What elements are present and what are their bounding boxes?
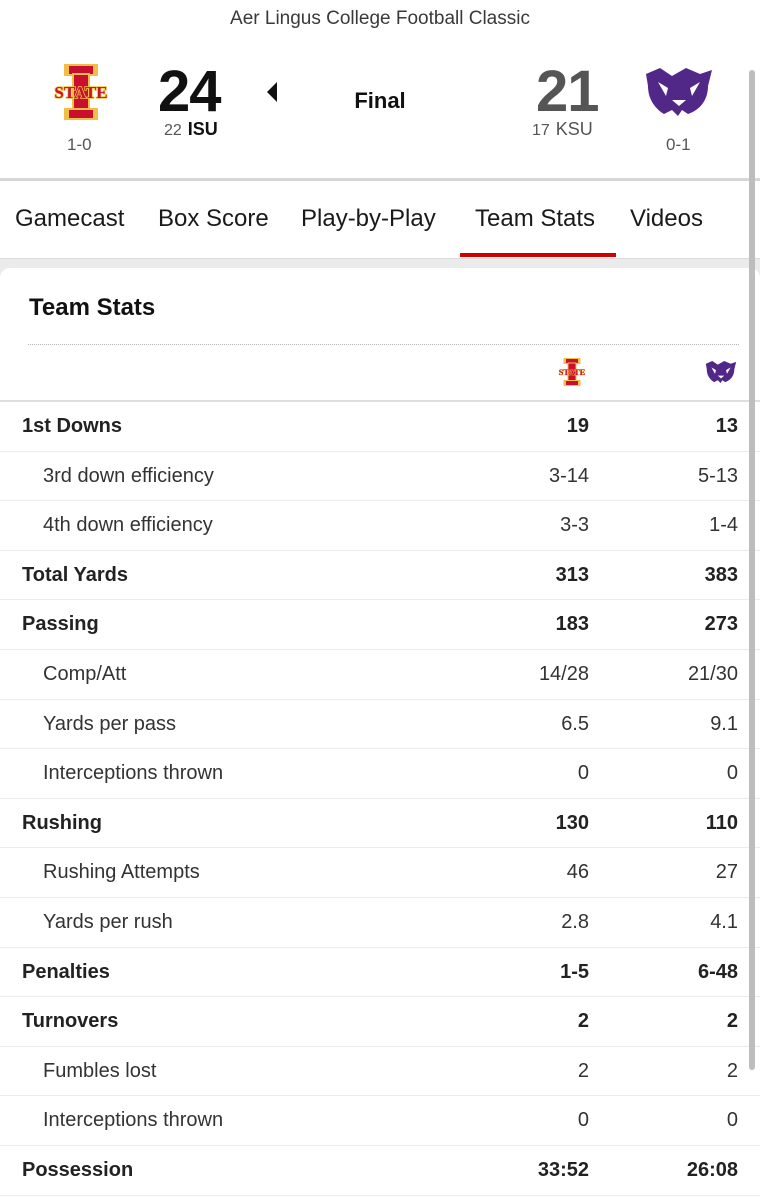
- stat-row: Interceptions thrown 0 0: [0, 749, 760, 799]
- tab-videos[interactable]: Videos: [630, 205, 703, 232]
- tab-play-by-play[interactable]: Play-by-Play: [301, 205, 436, 232]
- stat-row: Yards per rush 2.8 4.1: [0, 898, 760, 948]
- isu-stat-value: 3-3: [560, 514, 589, 537]
- isu-stat-value: 46: [566, 861, 589, 884]
- isu-stat-value: 19: [566, 415, 589, 437]
- isu-stat-value: 33:52: [537, 1158, 589, 1181]
- stat-label: Fumbles lost: [43, 1059, 157, 1082]
- stat-row: 4th down efficiency 3-3 1-4: [0, 501, 760, 551]
- stat-label: 3rd down efficiency: [43, 464, 214, 487]
- stat-label: Comp/Att: [43, 662, 127, 685]
- isu-column-logo-icon: STATE: [558, 358, 586, 386]
- ksu-stat-value: 2: [726, 1059, 738, 1082]
- game-title: Aer Lingus College Football Classic: [230, 8, 530, 29]
- ksu-stat-value: 27: [715, 861, 738, 884]
- stat-label: Rushing Attempts: [43, 861, 200, 884]
- section-title: Team Stats: [29, 294, 156, 321]
- isu-stat-value: 183: [555, 613, 589, 636]
- stat-row: Rushing Attempts 46 27: [0, 848, 760, 898]
- ksu-wildcat-logo-icon[interactable]: [642, 66, 716, 118]
- isu-rank: 22: [164, 122, 182, 139]
- svg-text:STATE: STATE: [559, 367, 586, 377]
- ksu-stat-value: 110: [705, 811, 738, 834]
- stat-row: Possession 33:52 26:08: [0, 1146, 760, 1196]
- stat-label: Possession: [22, 1158, 134, 1181]
- isu-logo-icon[interactable]: STATE: [44, 64, 118, 120]
- ksu-stat-value: 383: [704, 563, 738, 586]
- tab-bar: Gamecast Box Score Play-by-Play Team Sta…: [0, 181, 760, 259]
- stat-label: Passing: [22, 613, 99, 636]
- stat-row: Total Yards 313 383: [0, 551, 760, 601]
- tab-team-stats[interactable]: Team Stats: [475, 205, 596, 232]
- svg-text:STATE: STATE: [54, 83, 107, 102]
- isu-stat-value: 1-5: [560, 960, 589, 983]
- isu-score: 24: [158, 59, 222, 124]
- tab-box-score[interactable]: Box Score: [158, 205, 269, 232]
- ksu-stat-value: 273: [704, 613, 738, 636]
- ksu-stat-value: 9.1: [710, 712, 738, 735]
- scoreboard-header: Aer Lingus College Football Classic STAT…: [0, 0, 760, 180]
- stat-label: Interceptions thrown: [43, 1109, 224, 1132]
- isu-record: 1-0: [67, 135, 92, 154]
- stat-row: Penalties 1-5 6-48: [0, 948, 760, 998]
- stat-row: 1st Downs 19 13: [0, 402, 760, 452]
- isu-stat-value: 14/28: [538, 662, 589, 685]
- stat-row: 3rd down efficiency 3-14 5-13: [0, 452, 760, 502]
- ksu-stat-value: 1-4: [709, 514, 738, 537]
- title-divider: [28, 344, 739, 345]
- stat-label: Penalties: [22, 960, 110, 983]
- isu-stat-value: 2: [577, 1059, 589, 1082]
- isu-stat-value: 130: [555, 811, 589, 834]
- winner-arrow-icon: [267, 82, 277, 102]
- ksu-stat-value: 2: [726, 1010, 738, 1033]
- stat-label: Rushing: [22, 811, 102, 834]
- stat-row: Rushing 130 110: [0, 799, 760, 849]
- stats-header-divider: [0, 400, 760, 402]
- stat-row: Turnovers 2 2: [0, 997, 760, 1047]
- ksu-column-logo-icon: [705, 360, 737, 384]
- ksu-score: 21: [536, 59, 600, 124]
- ksu-stat-value: 21/30: [687, 662, 738, 685]
- ksu-stat-value: 6-48: [697, 960, 738, 983]
- isu-stat-value: 3-14: [548, 464, 589, 487]
- stat-row: Passing 183 273: [0, 600, 760, 650]
- stat-row: Comp/Att 14/28 21/30: [0, 650, 760, 700]
- ksu-rank: 17: [532, 122, 550, 139]
- stat-label: 1st Downs: [22, 415, 123, 437]
- ksu-stat-value: 0: [726, 762, 738, 785]
- ksu-record: 0-1: [666, 135, 691, 154]
- isu-stat-value: 0: [577, 1109, 589, 1132]
- tab-gamecast[interactable]: Gamecast: [15, 205, 125, 232]
- ksu-stat-value: 4.1: [710, 910, 738, 933]
- header-divider: [0, 178, 760, 181]
- stat-label: Yards per rush: [43, 910, 173, 933]
- isu-stat-value: 313: [555, 563, 589, 586]
- ksu-stat-value: 26:08: [686, 1158, 738, 1181]
- ksu-stat-value: 0: [726, 1109, 738, 1132]
- stat-row: Fumbles lost 2 2: [0, 1047, 760, 1097]
- stat-label: Total Yards: [22, 563, 128, 586]
- scrollbar[interactable]: [749, 70, 755, 1070]
- ksu-stat-value: 13: [715, 415, 738, 437]
- ksu-abbr: KSU: [555, 119, 593, 139]
- stat-label: Yards per pass: [43, 712, 177, 735]
- stat-label: Turnovers: [22, 1010, 119, 1033]
- stat-label: 4th down efficiency: [43, 514, 213, 537]
- team-stats-card: Team Stats STATE 1st Downs 19 13 3rd down e…: [0, 268, 760, 1200]
- active-tab-indicator: [460, 253, 616, 257]
- isu-abbr: ISU: [187, 119, 218, 139]
- isu-stat-value: 0: [577, 762, 589, 785]
- stat-row: Yards per pass 6.5 9.1: [0, 700, 760, 750]
- game-status: Final: [354, 88, 406, 113]
- isu-stat-value: 6.5: [561, 712, 589, 735]
- stat-row: Interceptions thrown 0 0: [0, 1096, 760, 1146]
- stat-label: Interceptions thrown: [43, 762, 224, 785]
- stats-table: 1st Downs 19 13 3rd down efficiency 3-14 5-13…: [0, 402, 760, 1196]
- isu-stat-value: 2.8: [561, 910, 589, 933]
- isu-stat-value: 2: [577, 1010, 589, 1033]
- ksu-team-label[interactable]: 17 KSU: [532, 119, 593, 140]
- isu-team-label[interactable]: 22 ISU: [164, 119, 218, 140]
- ksu-stat-value: 5-13: [697, 464, 738, 487]
